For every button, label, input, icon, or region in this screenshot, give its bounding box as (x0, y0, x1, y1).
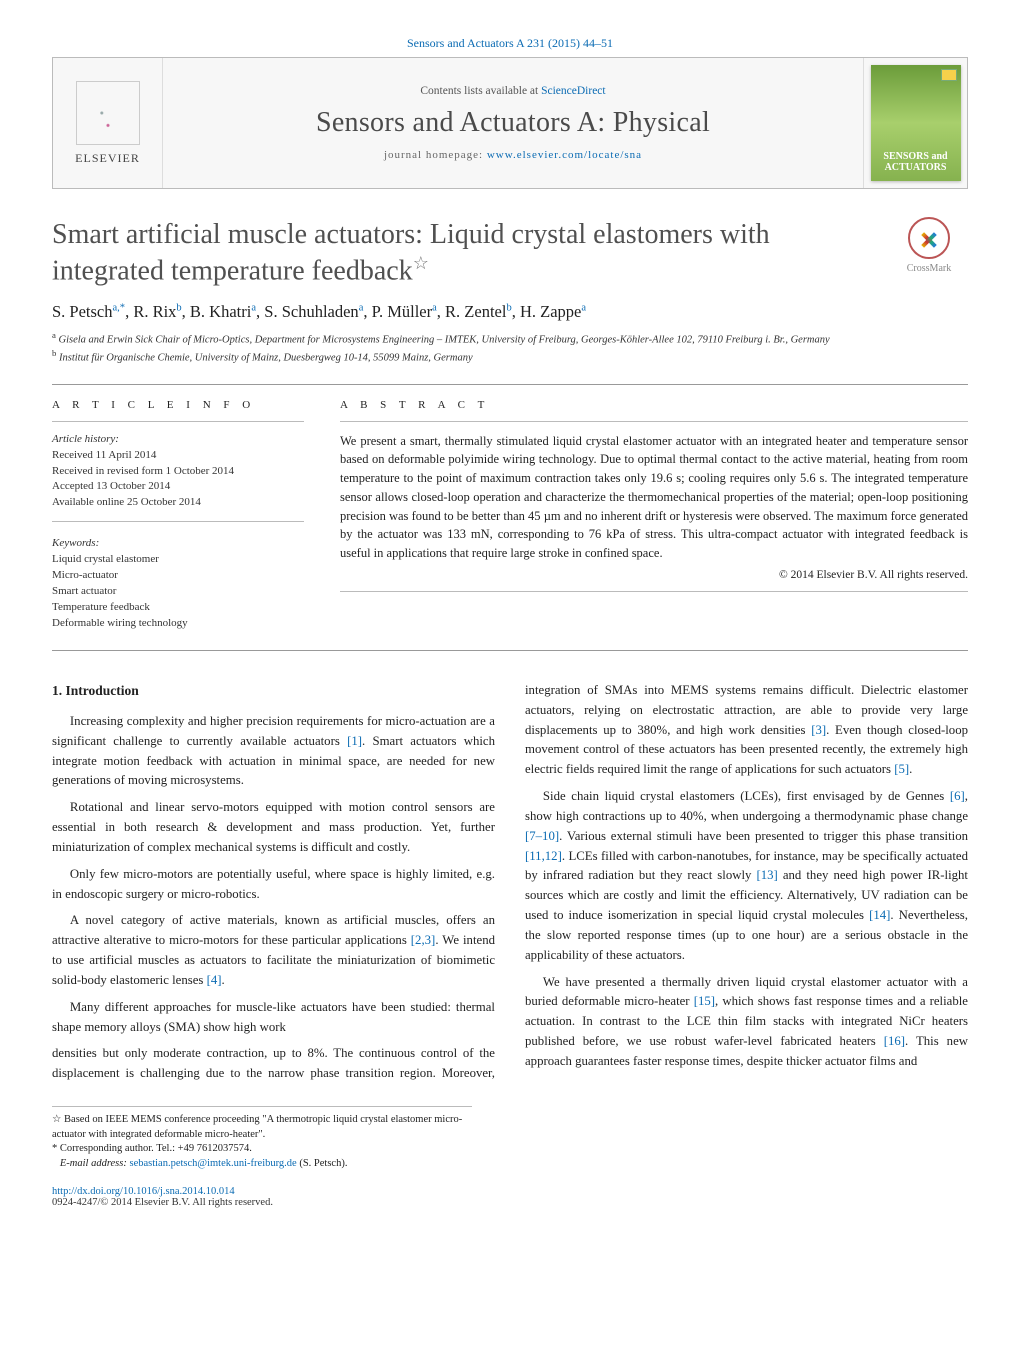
body-paragraph: Many different approaches for muscle-lik… (52, 998, 495, 1038)
title-footnote-star: ☆ (413, 253, 429, 273)
keyword-item: Temperature feedback (52, 600, 304, 616)
divider-top (52, 384, 968, 385)
abstract-copyright: © 2014 Elsevier B.V. All rights reserved… (340, 569, 968, 581)
journal-homepage-line: journal homepage: www.elsevier.com/locat… (384, 149, 642, 161)
body-paragraph: Rotational and linear servo-motors equip… (52, 798, 495, 857)
affiliation-b: b Institut für Organische Chemie, Univer… (52, 348, 968, 366)
keyword-item: Deformable wiring technology (52, 616, 304, 632)
keyword-item: Smart actuator (52, 584, 304, 600)
body-paragraph: Side chain liquid crystal elastomers (LC… (525, 787, 968, 965)
keyword-item: Micro-actuator (52, 568, 304, 584)
crossmark-icon (908, 217, 950, 259)
crossmark-label: CrossMark (907, 263, 951, 274)
cover-title-text: SENSORS and ACTUATORS (871, 151, 961, 173)
article-history: Article history: Received 11 April 2014 … (52, 432, 304, 512)
history-revised: Received in revised form 1 October 2014 (52, 464, 304, 480)
abstract-rule-bottom (340, 591, 968, 592)
footnote-email-line: E-mail address: sebastian.petsch@imtek.u… (52, 1157, 472, 1172)
journal-citation-line: Sensors and Actuators A 231 (2015) 44–51 (52, 36, 968, 51)
body-paragraph: We have presented a thermally driven liq… (525, 973, 968, 1072)
publisher-block: ELSEVIER (53, 58, 163, 188)
abstract-text: We present a smart, thermally stimulated… (340, 432, 968, 563)
article-info-rule (52, 421, 304, 422)
abstract-heading: A B S T R A C T (340, 399, 968, 411)
masthead: ELSEVIER Contents lists available at Sci… (52, 57, 968, 189)
body-two-column: 1. Introduction Increasing complexity an… (52, 681, 968, 1084)
article-title: Smart artificial muscle actuators: Liqui… (52, 217, 874, 288)
keyword-item: Liquid crystal elastomer (52, 552, 304, 568)
footnote-email-link[interactable]: sebastian.petsch@imtek.uni-freiburg.de (129, 1158, 296, 1169)
abstract-rule (340, 421, 968, 422)
publisher-word: ELSEVIER (75, 151, 140, 166)
journal-homepage-link[interactable]: www.elsevier.com/locate/sna (487, 149, 642, 161)
abstract-column: A B S T R A C T We present a smart, ther… (340, 399, 968, 632)
footnote-email-label: E-mail address: (60, 1158, 127, 1169)
keywords-block: Keywords: Liquid crystal elastomer Micro… (52, 536, 304, 632)
section-1-heading: 1. Introduction (52, 681, 495, 702)
body-paragraph: Only few micro-motors are potentially us… (52, 865, 495, 905)
affiliation-a-text: Gisela and Erwin Sick Chair of Micro-Opt… (59, 335, 830, 346)
cover-flag-icon (941, 69, 957, 81)
author-list: S. Petscha,*, R. Rixb, B. Khatria, S. Sc… (52, 302, 968, 322)
history-accepted: Accepted 13 October 2014 (52, 479, 304, 495)
contents-lists-line: Contents lists available at ScienceDirec… (420, 85, 605, 97)
affiliation-b-text: Institut für Organische Chemie, Universi… (59, 353, 473, 364)
homepage-prefix: journal homepage: (384, 149, 487, 161)
journal-cover-thumbnail: SENSORS and ACTUATORS (871, 65, 961, 181)
keywords-label: Keywords: (52, 536, 304, 552)
journal-name: Sensors and Actuators A: Physical (316, 107, 710, 139)
history-online: Available online 25 October 2014 (52, 495, 304, 511)
footnote-corresponding: * Corresponding author. Tel.: +49 761203… (52, 1142, 472, 1157)
article-info-column: A R T I C L E I N F O Article history: R… (52, 399, 304, 632)
article-info-rule-2 (52, 521, 304, 522)
contents-prefix: Contents lists available at (420, 85, 541, 97)
article-info-heading: A R T I C L E I N F O (52, 399, 304, 411)
body-paragraph: Increasing complexity and higher precisi… (52, 712, 495, 791)
masthead-center: Contents lists available at ScienceDirec… (163, 58, 863, 188)
affiliations: a Gisela and Erwin Sick Chair of Micro-O… (52, 330, 968, 365)
article-title-text: Smart artificial muscle actuators: Liqui… (52, 219, 770, 286)
doi-issn-copyright: 0924-4247/© 2014 Elsevier B.V. All right… (52, 1197, 273, 1208)
footnote-email-suffix: (S. Petsch). (299, 1158, 347, 1169)
doi-link[interactable]: http://dx.doi.org/10.1016/j.sna.2014.10.… (52, 1186, 235, 1197)
footnotes-block: ☆ Based on IEEE MEMS conference proceedi… (52, 1106, 472, 1172)
elsevier-tree-icon (76, 81, 140, 145)
affiliation-a: a Gisela and Erwin Sick Chair of Micro-O… (52, 330, 968, 348)
journal-cover-slot: SENSORS and ACTUATORS (863, 58, 967, 188)
history-label: Article history: (52, 432, 304, 448)
doi-block: http://dx.doi.org/10.1016/j.sna.2014.10.… (52, 1186, 968, 1208)
divider-mid (52, 650, 968, 651)
sciencedirect-link[interactable]: ScienceDirect (541, 85, 606, 97)
footnote-star: ☆ Based on IEEE MEMS conference proceedi… (52, 1113, 472, 1142)
crossmark-widget[interactable]: CrossMark (890, 217, 968, 274)
history-received: Received 11 April 2014 (52, 448, 304, 464)
body-paragraph: A novel category of active materials, kn… (52, 911, 495, 990)
